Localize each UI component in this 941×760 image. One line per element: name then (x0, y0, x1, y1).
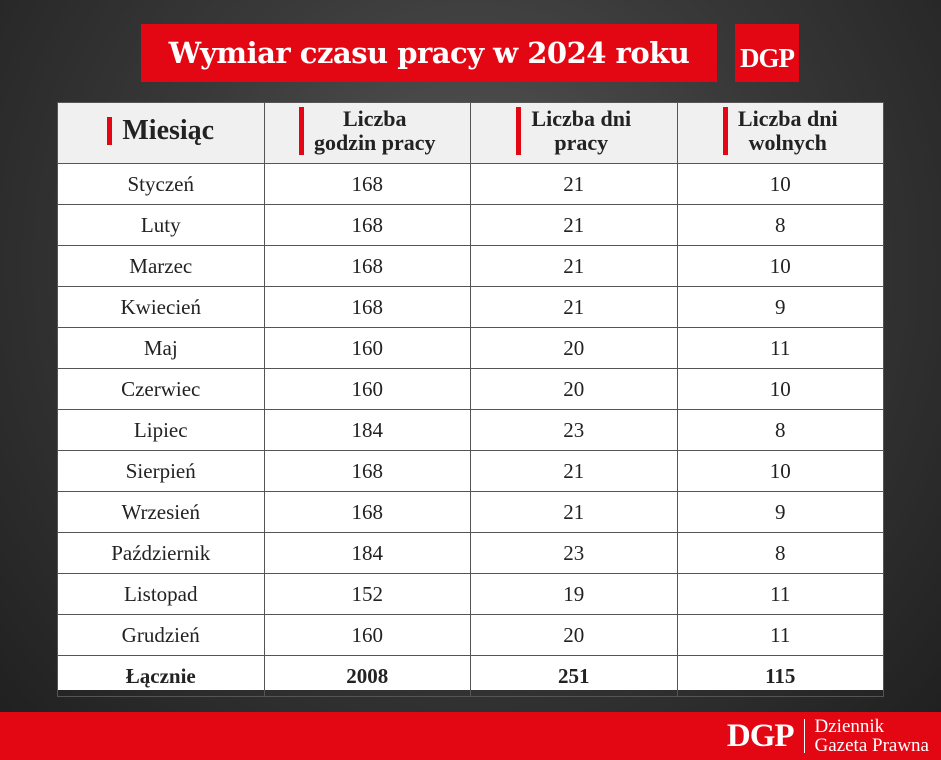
cell-free-days: 10 (676, 368, 884, 410)
cell-free-days: 8 (676, 409, 884, 451)
red-bar-icon (298, 106, 304, 155)
footer-logo-divider (803, 719, 805, 753)
page-title: Wymiar czasu pracy w 2024 roku (141, 24, 717, 82)
table-row: Lipiec 184 23 8 (57, 409, 884, 451)
cell-month: Sierpień (57, 450, 265, 492)
cell-month: Grudzień (57, 614, 265, 656)
table-row: Maj 160 20 11 (57, 327, 884, 369)
table-row: Kwiecień 168 21 9 (57, 286, 884, 328)
cell-month: Kwiecień (57, 286, 265, 328)
cell-hours: 160 (263, 368, 471, 410)
table: Miesiąc Liczba godzin pracy Liczba dni pra… (57, 102, 884, 697)
column-header-work-days: Liczba dni pracy (470, 102, 678, 164)
cell-hours: 168 (263, 163, 471, 205)
footer-logo: DGP Dziennik Gazeta Prawna (727, 712, 929, 760)
red-bar-icon (722, 106, 728, 155)
cell-work-days: 21 (470, 450, 678, 492)
cell-free-days: 8 (676, 204, 884, 246)
footer-bar: DGP Dziennik Gazeta Prawna (0, 712, 941, 760)
cell-hours: 152 (263, 573, 471, 615)
cell-free-days: 10 (676, 245, 884, 287)
total-cell-month: Łącznie (57, 655, 265, 697)
cell-month: Styczeń (57, 163, 265, 205)
cell-free-days: 10 (676, 450, 884, 492)
column-header-label-line1: Liczba (342, 105, 407, 131)
dgp-logo: DGP (735, 24, 799, 82)
cell-hours: 160 (263, 614, 471, 656)
table-row: Październik 184 23 8 (57, 532, 884, 574)
cell-month: Lipiec (57, 409, 265, 451)
cell-hours: 168 (263, 286, 471, 328)
red-bar-icon (516, 106, 522, 155)
cell-free-days: 8 (676, 532, 884, 574)
cell-work-days: 21 (470, 286, 678, 328)
table-row: Czerwiec 160 20 10 (57, 368, 884, 410)
column-header-free-days: Liczba dni wolnych (676, 102, 884, 164)
cell-month: Wrzesień (57, 491, 265, 533)
table-row: Listopad 152 19 11 (57, 573, 884, 615)
column-header-label-line1: Liczba dni (737, 105, 838, 131)
table-row: Styczeń 168 21 10 (57, 163, 884, 205)
cell-work-days: 20 (470, 614, 678, 656)
cell-hours: 168 (263, 245, 471, 287)
cell-work-days: 21 (470, 491, 678, 533)
column-header-label: Miesiąc (122, 115, 215, 146)
total-cell-free-days: 115 (676, 655, 884, 697)
cell-hours: 168 (263, 491, 471, 533)
cell-month: Październik (57, 532, 265, 574)
table-row: Sierpień 168 21 10 (57, 450, 884, 492)
table-row: Grudzień 160 20 11 (57, 614, 884, 656)
table-row: Marzec 168 21 10 (57, 245, 884, 287)
cell-work-days: 21 (470, 245, 678, 287)
footer-name-line2: Gazeta Prawna (814, 735, 929, 756)
cell-work-days: 19 (470, 573, 678, 615)
cell-work-days: 23 (470, 409, 678, 451)
footer-logo-name: Dziennik Gazeta Prawna (815, 717, 929, 755)
work-time-table: Miesiąc Liczba godzin pracy Liczba dni pra… (57, 102, 884, 697)
column-header-hours: Liczba godzin pracy (263, 102, 471, 164)
cell-hours: 184 (263, 532, 471, 574)
cell-month: Czerwiec (57, 368, 265, 410)
table-body: Styczeń 168 21 10 Luty 168 21 8 Marzec 168 21 10 Kwi… (57, 163, 884, 697)
total-cell-hours: 2008 (263, 655, 471, 697)
table-row: Wrzesień 168 21 9 (57, 491, 884, 533)
cell-free-days: 11 (676, 573, 884, 615)
cell-free-days: 10 (676, 163, 884, 205)
cell-work-days: 20 (470, 368, 678, 410)
cell-hours: 184 (263, 409, 471, 451)
cell-month: Marzec (57, 245, 265, 287)
cell-month: Listopad (57, 573, 265, 615)
cell-free-days: 11 (676, 327, 884, 369)
total-cell-work-days: 251 (470, 655, 678, 697)
column-header-label-line2: wolnych (748, 129, 827, 155)
cell-free-days: 9 (676, 491, 884, 533)
cell-work-days: 20 (470, 327, 678, 369)
cell-hours: 160 (263, 327, 471, 369)
cell-hours: 168 (263, 204, 471, 246)
column-header-label-line2: pracy (554, 129, 609, 155)
footer-logo-dgp: DGP (726, 717, 795, 754)
column-header-month: Miesiąc (57, 102, 265, 164)
cell-work-days: 21 (470, 204, 678, 246)
cell-free-days: 9 (676, 286, 884, 328)
red-bar-icon (107, 117, 113, 145)
cell-work-days: 21 (470, 163, 678, 205)
cell-month: Maj (57, 327, 265, 369)
cell-free-days: 11 (676, 614, 884, 656)
table-header-row: Miesiąc Liczba godzin pracy Liczba dni pra… (57, 102, 884, 164)
footer-name-line1: Dziennik (814, 716, 885, 737)
column-header-label-line2: godzin pracy (313, 129, 436, 155)
cell-month: Luty (57, 204, 265, 246)
cell-hours: 168 (263, 450, 471, 492)
table-total-row: Łącznie 2008 251 115 (57, 655, 884, 697)
column-header-label-line1: Liczba dni (531, 105, 632, 131)
cell-work-days: 23 (470, 532, 678, 574)
table-row: Luty 168 21 8 (57, 204, 884, 246)
